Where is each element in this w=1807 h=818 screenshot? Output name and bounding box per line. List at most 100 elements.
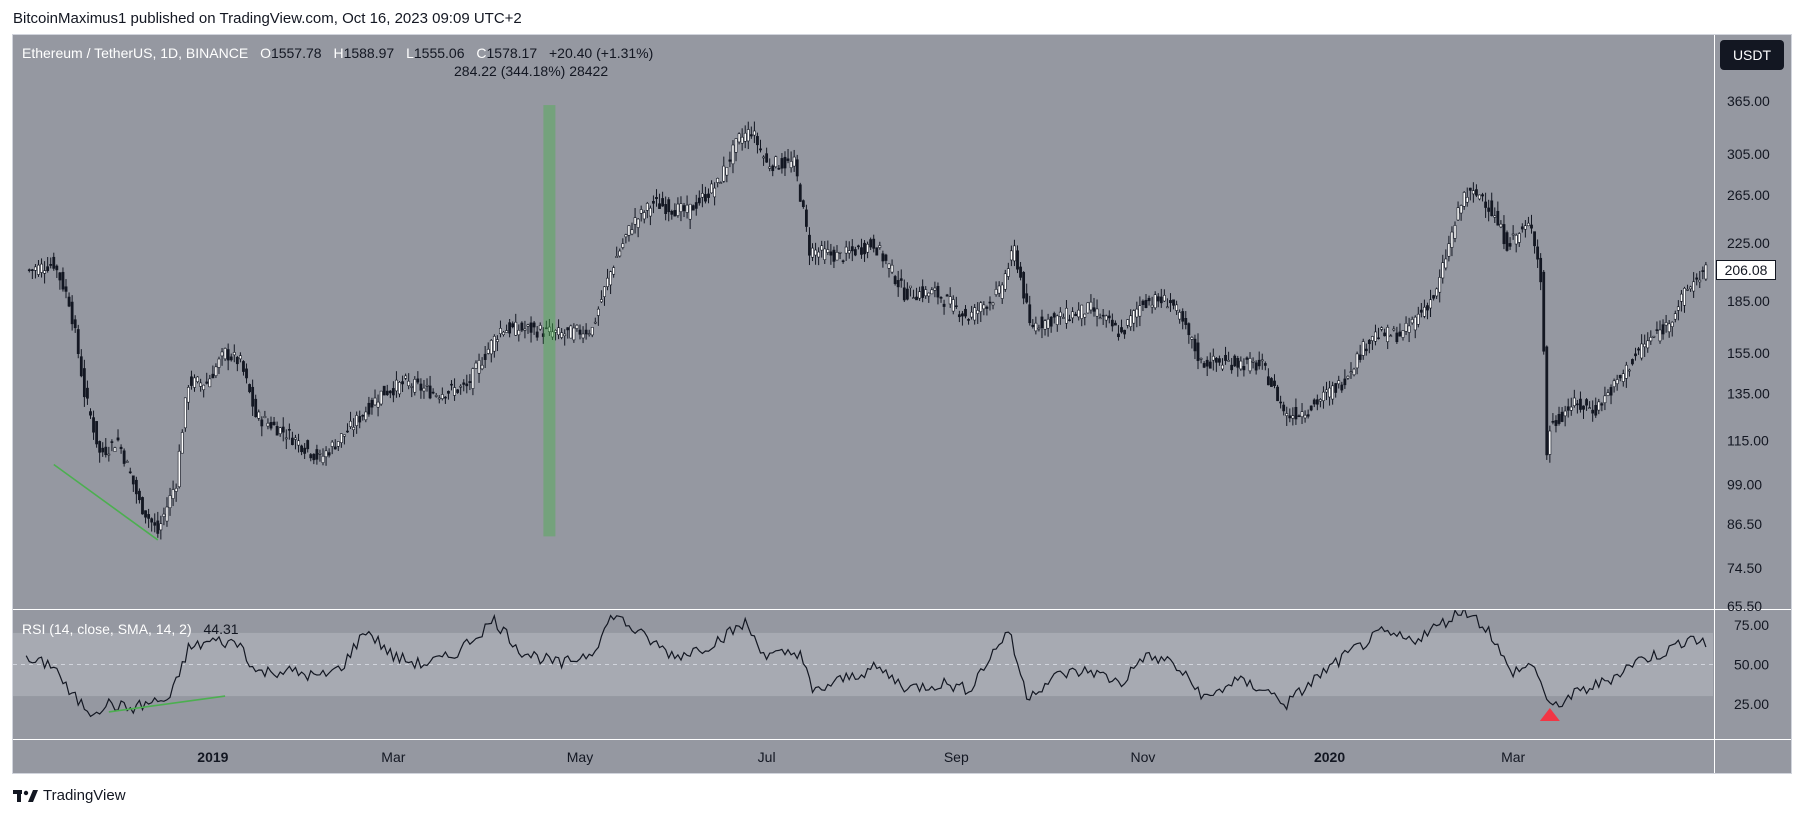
price-candle	[1334, 382, 1338, 398]
price-candle	[1533, 231, 1536, 254]
price-candle	[835, 245, 839, 261]
price-candle	[1591, 400, 1595, 422]
price-candle	[1520, 223, 1524, 233]
rsi-triangle-marker[interactable]	[1539, 708, 1560, 722]
price-candle	[1588, 401, 1592, 409]
price-candle	[483, 345, 487, 369]
footer-brand-text: TradingView	[43, 787, 126, 804]
price-candle	[896, 270, 900, 297]
price-candle	[612, 265, 616, 278]
price-candle	[355, 411, 359, 434]
price-candle	[1523, 220, 1527, 238]
price-candle	[1065, 300, 1068, 329]
price-candle	[670, 209, 674, 220]
price-candle	[147, 508, 151, 528]
price-candle	[251, 379, 255, 416]
price-candle	[832, 246, 836, 269]
currency-button[interactable]: USDT	[1720, 40, 1784, 70]
price-candle	[563, 329, 567, 346]
price-candle	[1346, 375, 1350, 380]
time-axis[interactable]	[13, 740, 1791, 773]
price-candle	[1487, 199, 1491, 222]
price-candle	[817, 247, 821, 266]
price-pane[interactable]	[13, 35, 1714, 609]
price-candle	[514, 313, 518, 337]
price-candle	[450, 380, 453, 391]
price-candle	[875, 247, 879, 256]
price-candle	[1447, 235, 1451, 262]
price-candle	[159, 515, 163, 540]
rsi-trendline[interactable]	[108, 695, 226, 713]
price-tick-label: 225.00	[1727, 235, 1770, 251]
price-candle	[1058, 307, 1062, 325]
price-candle	[138, 488, 141, 504]
price-candle	[575, 324, 579, 332]
price-candle	[1325, 381, 1328, 401]
price-candle	[933, 281, 937, 298]
price-candle	[1009, 245, 1013, 267]
price-tick-label: 155.00	[1727, 345, 1770, 361]
price-candle	[110, 439, 114, 452]
price-candle	[1340, 381, 1344, 393]
price-candle	[700, 184, 704, 208]
price-candle	[309, 453, 313, 462]
price-candle	[768, 158, 772, 172]
footer-brand[interactable]: TradingView	[13, 787, 126, 804]
price-candle	[1263, 361, 1267, 371]
price-candle	[1585, 397, 1588, 411]
price-candle	[850, 239, 854, 262]
price-candle	[177, 444, 181, 489]
price-candle	[499, 320, 502, 338]
price-candle	[1028, 295, 1032, 326]
price-candle	[1003, 269, 1007, 292]
price-candle	[557, 319, 560, 340]
price-candle	[909, 285, 912, 297]
price-candle	[1349, 362, 1353, 379]
price-candle	[756, 132, 759, 154]
price-candle	[1655, 321, 1659, 334]
price-candle	[1582, 405, 1585, 419]
symbol-legend[interactable]: Ethereum / TetherUS, 1D, BINANCE O1557.7…	[22, 45, 653, 61]
price-candle	[1536, 239, 1540, 268]
price-candle	[1144, 293, 1148, 309]
high-label: H	[333, 45, 344, 61]
price-candle	[688, 203, 692, 230]
price-candle	[716, 177, 720, 188]
price-candle	[1548, 425, 1552, 463]
price-candle	[346, 423, 349, 433]
price-candle	[150, 517, 154, 532]
price-candle	[502, 330, 505, 337]
price-candle	[532, 320, 536, 335]
price-trendline[interactable]	[53, 463, 159, 541]
rsi-legend[interactable]: RSI (14, close, SMA, 14, 2) 44.31	[22, 621, 239, 637]
price-candle	[1410, 316, 1414, 325]
price-candle	[232, 344, 236, 363]
price-candle	[1138, 296, 1142, 327]
price-candle	[1141, 299, 1145, 311]
price-candle	[746, 121, 750, 150]
price-candle	[303, 443, 307, 459]
price-candle	[664, 196, 668, 221]
price-candle	[382, 385, 386, 396]
price-candle	[636, 217, 640, 238]
price-candle	[1505, 230, 1509, 252]
price-candle	[1398, 323, 1402, 337]
price-candle	[1016, 245, 1019, 274]
price-candle	[707, 188, 710, 204]
price-candle	[361, 414, 365, 421]
price-candle	[1416, 306, 1420, 328]
price-candle	[1649, 330, 1653, 345]
highlight-bar[interactable]	[543, 105, 556, 537]
price-candle	[67, 292, 71, 308]
price-candle	[245, 363, 248, 384]
price-candle	[459, 384, 463, 395]
price-candle	[1114, 320, 1117, 326]
price-candle	[300, 444, 303, 456]
rsi-tick-label: 75.00	[1734, 617, 1769, 633]
price-axis[interactable]	[1714, 35, 1791, 739]
tradingview-logo-icon	[13, 789, 38, 802]
close-value: 1578.17	[486, 45, 538, 61]
price-candle	[771, 164, 775, 177]
price-candle	[1117, 325, 1120, 341]
